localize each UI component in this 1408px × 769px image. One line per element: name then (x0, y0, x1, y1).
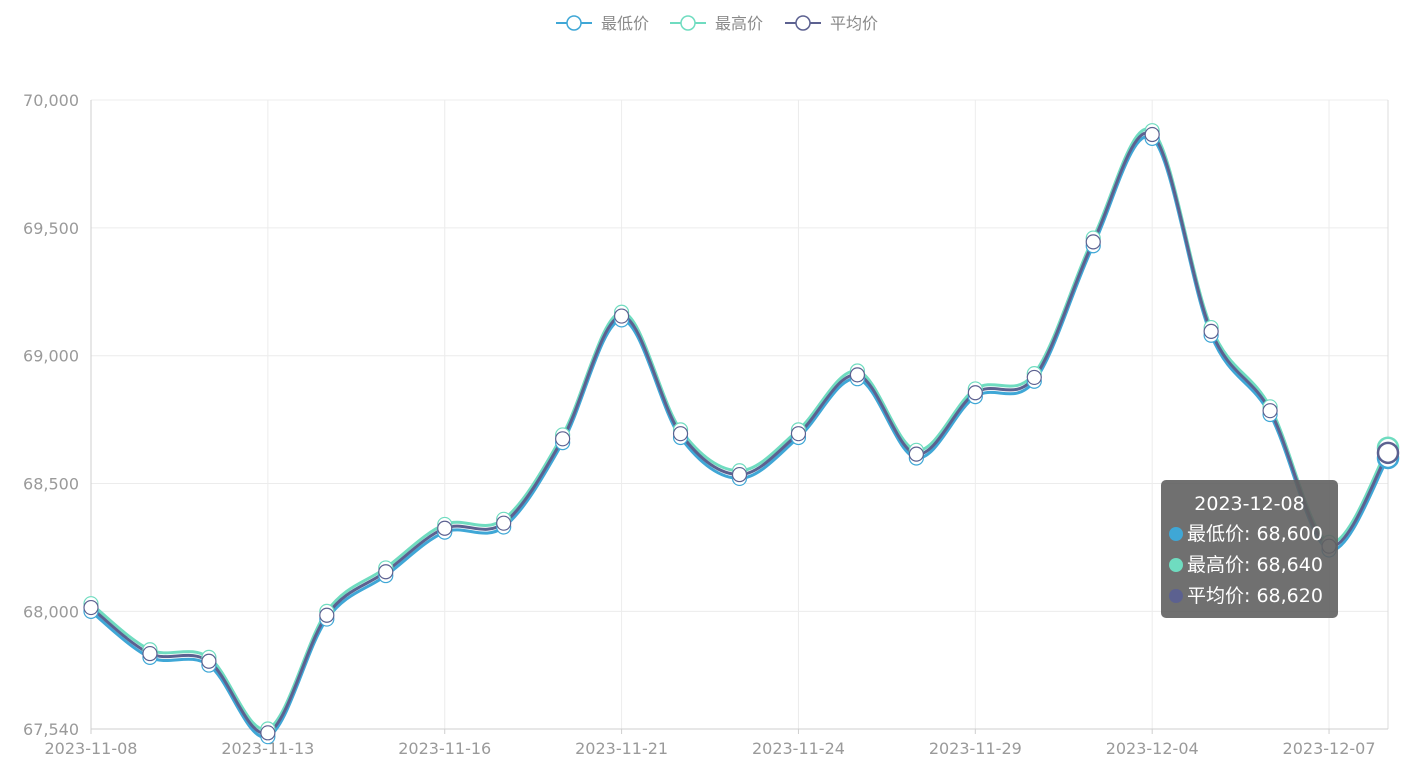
series-avg-point[interactable] (555, 431, 571, 447)
tooltip-value-high: 最高价: 68,640 (1187, 554, 1323, 576)
series-avg-point[interactable] (849, 367, 866, 383)
legend-item-avg[interactable]: 平均价 (785, 14, 878, 33)
series-avg-line (90, 131, 1390, 735)
x-tick-label: 2023-11-24 (752, 739, 845, 758)
series-avg-point[interactable] (1376, 441, 1400, 465)
series-high-line (90, 127, 1390, 731)
series-avg-point[interactable] (1026, 369, 1042, 386)
legend-circle-icon (566, 15, 582, 31)
x-tick-label: 2023-11-08 (45, 739, 138, 758)
series-avg-point[interactable] (437, 520, 453, 536)
data-points (83, 123, 1400, 745)
grid (90, 99, 1388, 730)
series-low-line (90, 135, 1390, 739)
legend-item-low[interactable]: 最低价 (556, 14, 649, 33)
series-avg-point[interactable] (908, 446, 924, 462)
legend-item-high[interactable]: 最高价 (670, 14, 763, 33)
y-tick-label: 67,540 (23, 720, 79, 739)
series-avg-point[interactable] (142, 645, 158, 662)
series-avg-point[interactable] (260, 725, 276, 741)
tooltip-value-low: 最低价: 68,600 (1187, 523, 1323, 545)
y-tick-label: 68,500 (23, 475, 79, 494)
tooltip-title: 2023-12-08 (1194, 493, 1305, 515)
legend-circle-icon (795, 15, 811, 31)
x-tick-label: 2023-12-04 (1106, 739, 1199, 758)
series-avg-point[interactable] (731, 466, 748, 483)
tooltip-row-avg: 平均价: 68,620 (1169, 581, 1338, 612)
tooltip: 2023-12-08 最低价: 68,600 最高价: 68,640 平均价: … (1161, 480, 1338, 618)
y-tick-label: 69,500 (23, 219, 79, 238)
series-avg-point[interactable] (83, 599, 99, 616)
series-avg-point[interactable] (319, 607, 335, 623)
tooltip-row-low: 最低价: 68,600 (1169, 519, 1338, 550)
legend-label: 平均价 (830, 14, 878, 33)
legend-label: 最高价 (715, 14, 763, 33)
x-tick-label: 2023-11-29 (929, 739, 1022, 758)
series-avg-point[interactable] (496, 515, 512, 531)
axes: 70,00069,50069,00068,50068,00067,5402023… (23, 91, 1389, 758)
series-avg-point[interactable] (672, 426, 689, 442)
series-avg-point[interactable] (1262, 403, 1278, 419)
y-tick-label: 70,000 (23, 91, 79, 110)
legend-label: 最低价 (601, 14, 649, 33)
tooltip-dot-avg (1169, 589, 1183, 603)
x-tick-label: 2023-11-13 (221, 739, 314, 758)
series-avg-point[interactable] (378, 564, 394, 580)
y-tick-label: 69,000 (23, 347, 79, 366)
tooltip-dot-high (1169, 558, 1183, 572)
series-avg-point[interactable] (613, 308, 630, 324)
x-tick-label: 2023-11-21 (575, 739, 668, 758)
tooltip-value-avg: 平均价: 68,620 (1187, 585, 1323, 607)
tooltip-row-high: 最高价: 68,640 (1169, 550, 1338, 581)
series-avg-point[interactable] (1144, 126, 1160, 143)
series-avg-point[interactable] (201, 653, 217, 669)
tooltip-dot-low (1169, 527, 1183, 541)
series-avg-point[interactable] (1203, 323, 1219, 340)
series-avg-point[interactable] (1085, 234, 1101, 250)
legend-circle-icon (680, 15, 696, 31)
x-tick-label: 2023-11-16 (398, 739, 491, 758)
series-avg-point[interactable] (790, 426, 807, 442)
series-lines (90, 127, 1390, 739)
series-avg-point[interactable] (967, 385, 983, 401)
y-tick-label: 68,000 (23, 602, 79, 621)
x-tick-label: 2023-12-07 (1283, 739, 1376, 758)
legend[interactable]: 最低价 最高价 平均价 (556, 14, 878, 33)
